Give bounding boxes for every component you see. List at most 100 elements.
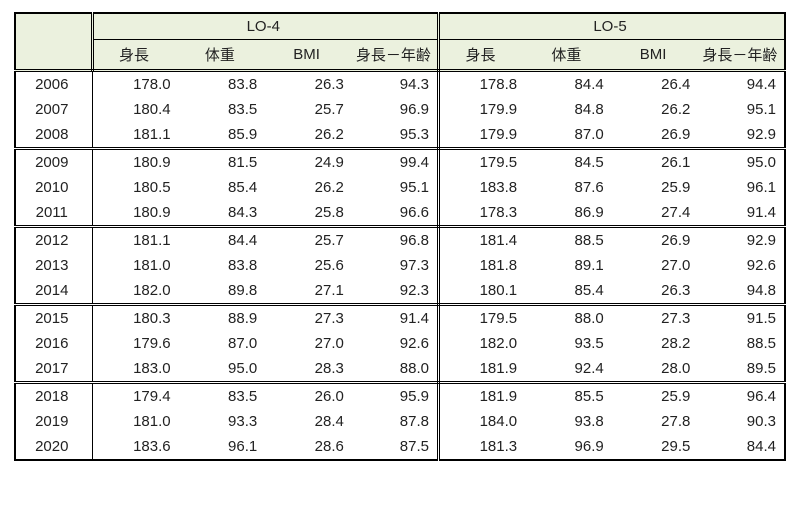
data-cell: 84.5 <box>525 149 612 176</box>
data-cell: 95.0 <box>698 149 785 176</box>
data-cell: 88.9 <box>179 305 266 332</box>
table-row: 2018179.483.526.095.9181.985.525.996.4 <box>15 383 785 410</box>
table-row: 2008181.185.926.295.3179.987.026.992.9 <box>15 122 785 149</box>
data-cell: 85.9 <box>179 122 266 149</box>
data-cell: 178.8 <box>439 71 526 98</box>
data-cell: 96.9 <box>352 97 439 122</box>
data-cell: 96.4 <box>698 383 785 410</box>
year-cell: 2008 <box>15 122 92 149</box>
data-cell: 26.2 <box>265 175 352 200</box>
data-cell: 85.4 <box>525 278 612 305</box>
data-cell: 26.9 <box>612 122 699 149</box>
data-cell: 89.1 <box>525 253 612 278</box>
data-cell: 179.5 <box>439 305 526 332</box>
data-cell: 181.4 <box>439 227 526 254</box>
year-cell: 2007 <box>15 97 92 122</box>
data-cell: 183.8 <box>439 175 526 200</box>
data-cell: 179.9 <box>439 97 526 122</box>
data-cell: 88.5 <box>698 331 785 356</box>
data-cell: 28.3 <box>265 356 352 383</box>
data-cell: 89.8 <box>179 278 266 305</box>
year-cell: 2010 <box>15 175 92 200</box>
header-row-groups: LO-4 LO-5 <box>15 13 785 40</box>
data-cell: 28.6 <box>265 434 352 460</box>
data-cell: 179.4 <box>92 383 179 410</box>
data-cell: 91.5 <box>698 305 785 332</box>
year-cell: 2013 <box>15 253 92 278</box>
data-cell: 94.3 <box>352 71 439 98</box>
header-row-subcols: 身長 体重 BMI 身長－年齢 身長 体重 BMI 身長－年齢 <box>15 40 785 71</box>
data-cell: 26.1 <box>612 149 699 176</box>
table-row: 2015180.388.927.391.4179.588.027.391.5 <box>15 305 785 332</box>
data-cell: 179.5 <box>439 149 526 176</box>
subcol: BMI <box>265 40 352 71</box>
data-cell: 95.1 <box>698 97 785 122</box>
data-cell: 180.5 <box>92 175 179 200</box>
data-cell: 25.7 <box>265 227 352 254</box>
table-row: 2011180.984.325.896.6178.386.927.491.4 <box>15 200 785 227</box>
data-table: LO-4 LO-5 身長 体重 BMI 身長－年齢 身長 体重 BMI 身長－年… <box>14 12 786 461</box>
subcol: 身長 <box>439 40 526 71</box>
data-cell: 89.5 <box>698 356 785 383</box>
data-cell: 26.3 <box>612 278 699 305</box>
data-cell: 27.1 <box>265 278 352 305</box>
data-cell: 88.0 <box>352 356 439 383</box>
data-cell: 181.3 <box>439 434 526 460</box>
data-cell: 178.3 <box>439 200 526 227</box>
data-cell: 96.8 <box>352 227 439 254</box>
data-cell: 179.6 <box>92 331 179 356</box>
data-cell: 81.5 <box>179 149 266 176</box>
data-cell: 182.0 <box>92 278 179 305</box>
subcol: 体重 <box>525 40 612 71</box>
data-cell: 181.1 <box>92 227 179 254</box>
table-row: 2010180.585.426.295.1183.887.625.996.1 <box>15 175 785 200</box>
data-cell: 181.0 <box>92 253 179 278</box>
data-cell: 27.3 <box>612 305 699 332</box>
subcol: 身長－年齢 <box>698 40 785 71</box>
data-cell: 87.5 <box>352 434 439 460</box>
data-cell: 87.8 <box>352 409 439 434</box>
subcol: BMI <box>612 40 699 71</box>
data-cell: 183.0 <box>92 356 179 383</box>
data-cell: 27.8 <box>612 409 699 434</box>
year-cell: 2015 <box>15 305 92 332</box>
data-cell: 26.3 <box>265 71 352 98</box>
year-cell: 2011 <box>15 200 92 227</box>
year-cell: 2017 <box>15 356 92 383</box>
subcol: 体重 <box>179 40 266 71</box>
year-cell: 2006 <box>15 71 92 98</box>
table-row: 2007180.483.525.796.9179.984.826.295.1 <box>15 97 785 122</box>
data-cell: 28.0 <box>612 356 699 383</box>
table-row: 2016179.687.027.092.6182.093.528.288.5 <box>15 331 785 356</box>
data-cell: 94.8 <box>698 278 785 305</box>
year-cell: 2016 <box>15 331 92 356</box>
data-cell: 92.9 <box>698 227 785 254</box>
data-cell: 92.6 <box>698 253 785 278</box>
year-cell: 2012 <box>15 227 92 254</box>
data-cell: 85.5 <box>525 383 612 410</box>
data-cell: 87.0 <box>525 122 612 149</box>
year-cell: 2018 <box>15 383 92 410</box>
table-row: 2006178.083.826.394.3178.884.426.494.4 <box>15 71 785 98</box>
data-cell: 27.4 <box>612 200 699 227</box>
data-cell: 84.8 <box>525 97 612 122</box>
data-cell: 29.5 <box>612 434 699 460</box>
data-cell: 92.9 <box>698 122 785 149</box>
data-cell: 26.9 <box>612 227 699 254</box>
subcol: 身長－年齢 <box>352 40 439 71</box>
data-cell: 95.0 <box>179 356 266 383</box>
data-cell: 180.9 <box>92 149 179 176</box>
data-cell: 180.9 <box>92 200 179 227</box>
data-cell: 92.6 <box>352 331 439 356</box>
data-cell: 93.3 <box>179 409 266 434</box>
year-cell: 2009 <box>15 149 92 176</box>
data-cell: 91.4 <box>698 200 785 227</box>
data-cell: 26.2 <box>265 122 352 149</box>
table-row: 2013181.083.825.697.3181.889.127.092.6 <box>15 253 785 278</box>
data-cell: 83.5 <box>179 97 266 122</box>
data-cell: 88.0 <box>525 305 612 332</box>
data-cell: 181.9 <box>439 383 526 410</box>
data-cell: 181.0 <box>92 409 179 434</box>
data-cell: 181.9 <box>439 356 526 383</box>
data-cell: 84.4 <box>525 71 612 98</box>
